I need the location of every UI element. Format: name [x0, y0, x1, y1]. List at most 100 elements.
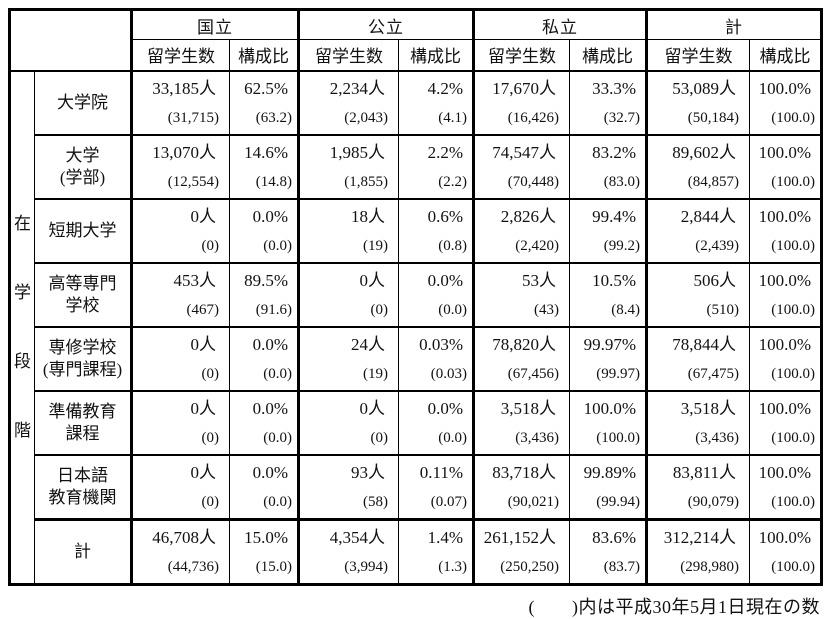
cell-prior-year-value: (8.4) — [611, 301, 640, 318]
cell-value: 3,518人 — [680, 398, 736, 418]
cell-prior-year-value: (43) — [534, 301, 559, 318]
row-label: 日本語 教育機関 — [34, 453, 132, 520]
cell-prior-year-value: (250,250) — [500, 558, 559, 575]
students-cell: 0人 (0) — [297, 261, 399, 327]
ratio-cell: 100.0% (100.0) — [749, 69, 822, 135]
students-cell: 83,718人 (90,021) — [472, 453, 570, 520]
cell-value: 261,152人 — [483, 527, 556, 547]
students-cell: 13,070人 (12,554) — [130, 133, 230, 199]
cell-value: 83.6% — [592, 527, 636, 547]
ratio-cell: 0.0% (0.0) — [398, 389, 474, 455]
students-cell: 24人 (19) — [297, 325, 399, 391]
table-row: 短期大学 0人 (0) 0.0% (0.0) 18人 (19) 0.6% (0.8) 2,826人… — [10, 197, 822, 263]
cell-prior-year-value: (100.0) — [771, 493, 815, 510]
ratio-cell: 62.5% (63.2) — [229, 69, 299, 135]
cell-value: 2,844人 — [680, 206, 736, 226]
cell-value: 0人 — [190, 462, 217, 482]
cell-prior-year-value: (14.8) — [255, 173, 292, 190]
row-label-line: 準備教育 — [48, 401, 117, 421]
cell-value: 0.11% — [419, 462, 463, 482]
cell-value: 0人 — [359, 270, 386, 290]
cell-value: 2,234人 — [329, 78, 385, 98]
cell-prior-year-value: (0.8) — [438, 237, 467, 254]
students-cell: 46,708人 (44,736) — [130, 517, 230, 585]
cell-value: 2.2% — [427, 142, 463, 162]
students-cell: 18人 (19) — [297, 197, 399, 263]
ratio-cell: 1.4% (1.3) — [398, 517, 474, 585]
cell-value: 0.0% — [252, 334, 288, 354]
students-cell: 506人 (510) — [645, 261, 750, 327]
cell-prior-year-value: (1,855) — [344, 173, 388, 190]
ratio-cell: 0.0% (0.0) — [229, 325, 299, 391]
sub-header-row: 留学生数 構成比 留学生数 構成比 留学生数 構成比 留学生数 構成比 — [10, 39, 822, 71]
cell-prior-year-value: (99.97) — [596, 365, 640, 382]
cell-prior-year-value: (467) — [186, 301, 220, 318]
students-cell: 83,811人 (90,079) — [645, 453, 750, 520]
cell-value: 0人 — [359, 398, 386, 418]
ratio-cell: 89.5% (91.6) — [229, 261, 299, 327]
students-cell: 453人 (467) — [130, 261, 230, 327]
ratio-cell: 0.11% (0.07) — [398, 453, 474, 520]
cell-prior-year-value: (44,736) — [167, 558, 219, 575]
students-cell: 89,602人 (84,857) — [645, 133, 750, 199]
cell-prior-year-value: (3,994) — [344, 558, 388, 575]
cell-prior-year-value: (2,043) — [344, 109, 388, 126]
student-statistics-table: 国立 公立 私立 計 留学生数 構成比 留学生数 構成比 留学生数 構成比 留学… — [8, 8, 823, 586]
cell-value: 78,844人 — [672, 334, 736, 354]
cell-prior-year-value: (100.0) — [771, 237, 815, 254]
ratio-cell: 4.2% (4.1) — [398, 69, 474, 135]
students-cell: 3,518人 (3,436) — [472, 389, 570, 455]
cell-prior-year-value: (50,184) — [687, 109, 739, 126]
cell-value: 100.0% — [758, 527, 811, 547]
cell-value: 89.5% — [244, 270, 288, 290]
cell-value: 83,811人 — [672, 462, 736, 482]
group-header-total: 計 — [645, 9, 822, 40]
subheader-students-public: 留学生数 — [297, 39, 399, 71]
cell-value: 99.89% — [583, 462, 636, 482]
cell-value: 1.4% — [427, 527, 463, 547]
ratio-cell: 10.5% (8.4) — [569, 261, 647, 327]
cell-value: 0.0% — [252, 398, 288, 418]
row-label-line: 計 — [74, 541, 91, 561]
side-label-vertical: 在学段階 — [9, 69, 35, 585]
cell-prior-year-value: (63.2) — [255, 109, 292, 126]
cell-value: 0.0% — [427, 270, 463, 290]
cell-prior-year-value: (0) — [201, 237, 220, 254]
cell-prior-year-value: (2,420) — [515, 237, 559, 254]
corner-cell — [9, 9, 132, 71]
cell-value: 1,985人 — [329, 142, 385, 162]
ratio-cell: 100.0% (100.0) — [569, 389, 647, 455]
row-label-line: 学校 — [65, 295, 100, 315]
group-header-private: 私立 — [472, 9, 647, 40]
cell-prior-year-value: (0.03) — [430, 365, 467, 382]
ratio-cell: 33.3% (32.7) — [569, 69, 647, 135]
cell-value: 18人 — [351, 206, 385, 226]
cell-value: 78,820人 — [492, 334, 556, 354]
cell-value: 100.0% — [758, 270, 811, 290]
subheader-students-private: 留学生数 — [472, 39, 570, 71]
cell-value: 53,089人 — [672, 78, 736, 98]
ratio-cell: 100.0% (100.0) — [749, 133, 822, 199]
ratio-cell: 100.0% (100.0) — [749, 389, 822, 455]
table-row: 専修学校 (専門課程) 0人 (0) 0.0% (0.0) 24人 (19) 0.03% (0.0… — [10, 325, 822, 391]
row-label-line: (専門課程) — [42, 359, 123, 379]
subheader-ratio-national: 構成比 — [229, 39, 299, 71]
cell-prior-year-value: (100.0) — [771, 109, 815, 126]
cell-value: 506人 — [693, 270, 737, 290]
cell-prior-year-value: (67,456) — [507, 365, 559, 382]
cell-value: 14.6% — [244, 142, 288, 162]
students-cell: 33,185人 (31,715) — [130, 69, 230, 135]
cell-prior-year-value: (67,475) — [687, 365, 739, 382]
cell-value: 0.03% — [419, 334, 463, 354]
students-cell: 2,234人 (2,043) — [297, 69, 399, 135]
students-cell: 2,826人 (2,420) — [472, 197, 570, 263]
cell-value: 93人 — [351, 462, 385, 482]
cell-value: 100.0% — [758, 334, 811, 354]
cell-value: 0.0% — [252, 462, 288, 482]
cell-prior-year-value: (12,554) — [167, 173, 219, 190]
cell-prior-year-value: (0) — [201, 365, 220, 382]
ratio-cell: 100.0% (100.0) — [749, 197, 822, 263]
cell-prior-year-value: (84,857) — [687, 173, 739, 190]
cell-prior-year-value: (0) — [370, 429, 389, 446]
group-header-national: 国立 — [130, 9, 299, 40]
